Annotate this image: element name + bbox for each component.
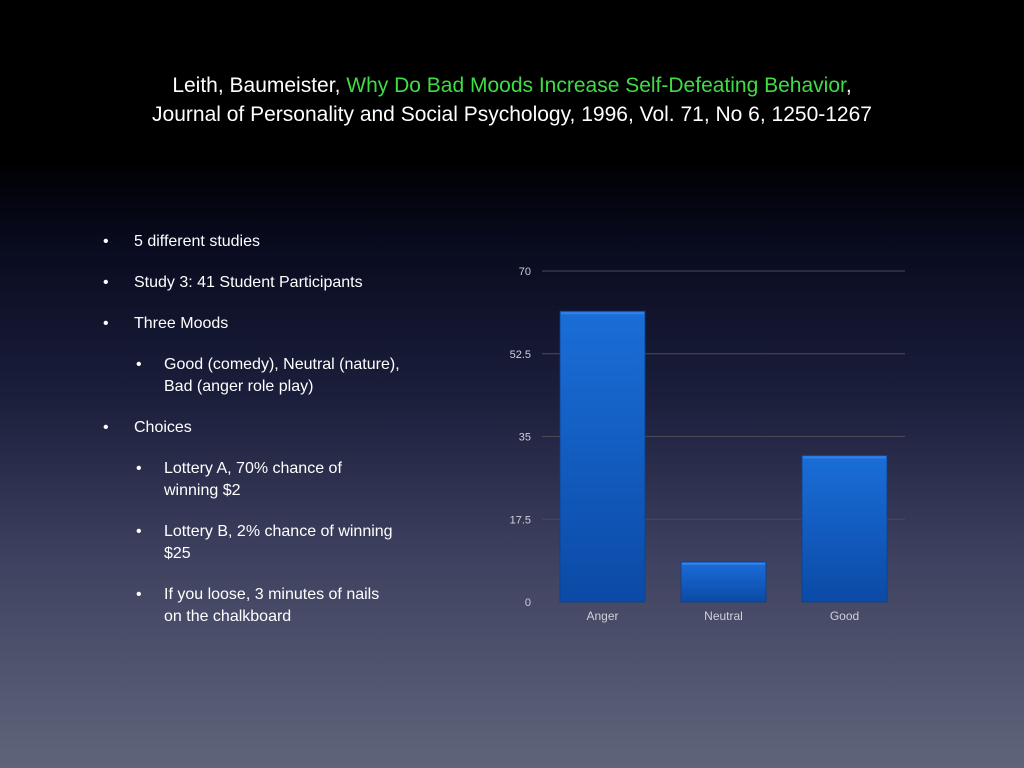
y-tick-label: 70 [519,266,531,278]
bar-anger [559,310,646,603]
sub-bullet-item: Good (comedy), Neutral (nature), Bad (an… [100,354,400,398]
y-tick-label: 35 [519,432,531,444]
title-paper-name: Why Do Bad Moods Increase Self-Defeating… [346,74,846,97]
bullet-text: Choices [134,419,192,436]
title-comma: , [845,74,852,97]
y-tick-label: 17.5 [510,514,531,526]
bullet-text: If you loose, 3 minutes of nails on the … [164,586,380,625]
title-journal: Journal of Personality and Social Psycho… [152,102,872,126]
bullet-text: Three Moods [134,315,229,332]
bullet-text: Lottery A, 70% chance of winning $2 [164,460,342,499]
sub-bullet-item: If you loose, 3 minutes of nails on the … [100,584,400,628]
bar-highlight [682,562,765,565]
bar-highlight [561,312,644,315]
bullet-item: Three Moods [100,313,400,335]
bar-highlight [803,456,886,459]
bullet-text: 5 different studies [134,233,261,250]
sub-bullet-item: Lottery B, 2% chance of winning $25 [100,521,400,565]
bullet-text: Lottery B, 2% chance of winning $25 [164,523,393,562]
bullet-text: Study 3: 41 Student Participants [134,274,363,291]
x-tick-label: Anger [586,609,618,623]
bar-good [801,455,888,603]
y-tick-label: 52.5 [510,349,531,361]
bullet-item: 5 different studies [100,231,400,253]
slide-title: Leith, Baumeister, Why Do Bad Moods Incr… [100,72,924,129]
bullet-item: Study 3: 41 Student Participants [100,272,400,294]
y-tick-label: 0 [525,597,531,609]
bar-neutral [680,561,767,603]
axis-labels: 0 17.5 35 52.5 70 Anger Neutral Good [510,266,860,623]
bars [559,310,888,603]
sub-bullet-item: Lottery A, 70% chance of winning $2 [100,458,400,502]
bullet-list: 5 different studies Study 3: 41 Student … [100,231,400,647]
title-authors: Leith, Baumeister, [172,74,347,97]
x-tick-label: Neutral [704,609,743,623]
bullet-item: Choices [100,417,400,439]
bullet-text: Good (comedy), Neutral (nature), Bad (an… [164,356,400,395]
x-tick-label: Good [830,609,859,623]
bar-chart: 0 17.5 35 52.5 70 Anger Neutral Good [510,266,905,623]
